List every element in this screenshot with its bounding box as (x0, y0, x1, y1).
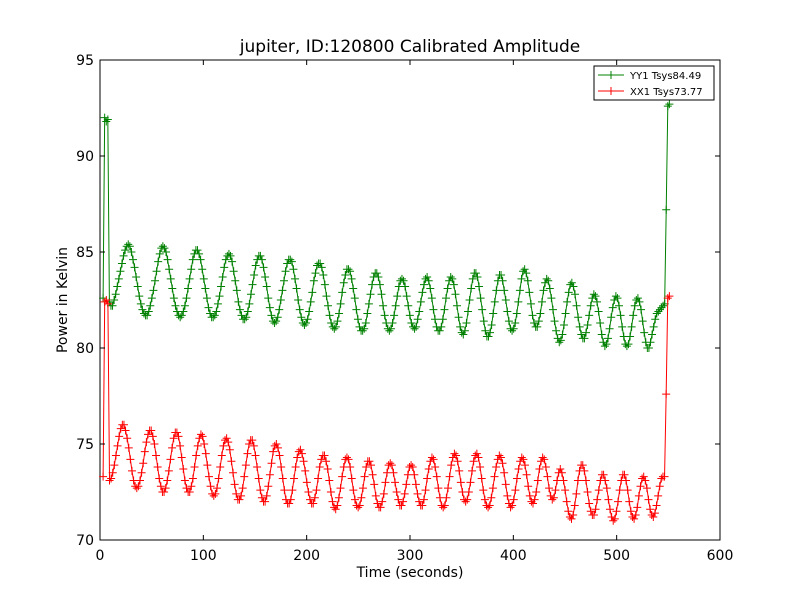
legend-marker (607, 71, 615, 79)
plot-frame (99, 59, 721, 541)
legend-entry: YY1 Tsys84.49 (598, 71, 701, 82)
series-1 (99, 292, 674, 525)
x-tick-label: 400 (500, 548, 527, 564)
series-markers (99, 292, 674, 525)
x-tick-label: 100 (190, 548, 217, 564)
chart-title: jupiter, ID:120800 Calibrated Amplitude (239, 37, 580, 57)
y-axis-label: Power in Kelvin (55, 247, 71, 353)
legend: YY1 Tsys84.49 XX1 Tsys73.77 (593, 65, 715, 101)
x-tick-label: 500 (603, 548, 630, 564)
legend-entry: XX1 Tsys73.77 (598, 87, 703, 98)
legend-marker (607, 87, 615, 95)
legend-label: XX1 Tsys73.77 (630, 87, 703, 98)
x-tick-label: 600 (707, 548, 734, 564)
x-tick-label: 0 (96, 548, 105, 564)
series-0 (99, 100, 674, 352)
y-tick-label: 80 (76, 341, 94, 357)
x-tick-label: 200 (293, 548, 320, 564)
x-tick-label: 300 (397, 548, 424, 564)
y-tick-label: 75 (76, 437, 94, 453)
y-tick-label: 70 (76, 533, 94, 549)
plot-area (99, 59, 721, 541)
y-tick-label: 95 (76, 53, 94, 69)
legend-label: YY1 Tsys84.49 (629, 71, 701, 82)
series-markers (99, 100, 674, 352)
y-tick-label: 85 (76, 245, 94, 261)
x-axis-label: Time (seconds) (356, 565, 464, 581)
y-tick-label: 90 (76, 149, 94, 165)
legend-box (593, 65, 715, 101)
